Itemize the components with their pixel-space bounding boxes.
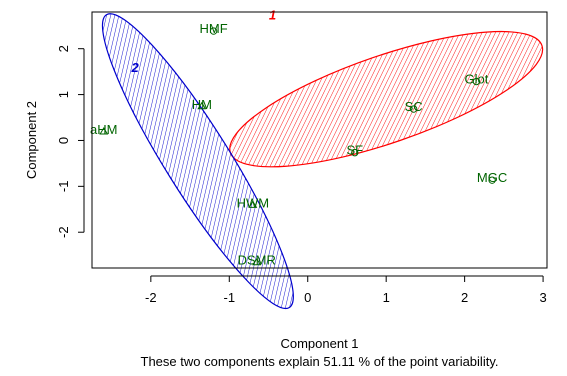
y-axis: -2 -1 0 1 2 xyxy=(56,45,85,238)
point-label: SF xyxy=(346,143,363,158)
point-marker xyxy=(488,176,496,184)
cluster-label-1: 1 xyxy=(269,7,276,22)
y-tick-label: -2 xyxy=(56,226,71,238)
cluster-ellipse-1 xyxy=(229,30,544,168)
clusters-layer: 12 xyxy=(101,7,544,310)
x-axis: -2 -1 0 1 2 3 xyxy=(145,275,547,305)
cluster-label-2: 2 xyxy=(131,60,140,75)
x-tick-label: 1 xyxy=(383,290,390,305)
data-point-mgc: MGC xyxy=(477,170,507,185)
point-label: HM xyxy=(192,97,212,112)
plot-frame xyxy=(91,11,548,269)
point-label: HMF xyxy=(200,21,228,36)
point-marker xyxy=(209,27,218,35)
point-marker xyxy=(197,101,207,110)
y-tick-label: 2 xyxy=(56,45,71,52)
x-tick-label: -1 xyxy=(224,290,236,305)
point-marker xyxy=(99,127,109,135)
y-tick-label: 1 xyxy=(56,91,71,98)
data-point-glot: Glot xyxy=(464,72,488,87)
point-label: Glot xyxy=(464,72,488,87)
point-marker xyxy=(472,77,481,86)
x-tick-label: 3 xyxy=(539,290,546,305)
point-label: HWM xyxy=(237,195,270,210)
data-point-sf: SF xyxy=(346,143,363,158)
x-tick-label: 0 xyxy=(304,290,311,305)
x-tick-label: 2 xyxy=(461,290,468,305)
point-label: SC xyxy=(405,99,423,114)
points-layer: HMF Glot SC SF MGC HM aHM HWM DSMR xyxy=(90,21,507,268)
point-label: aHM xyxy=(90,122,117,137)
y-tick-label: 0 xyxy=(56,137,71,144)
point-marker xyxy=(351,148,359,157)
data-point-dsmr: DSMR xyxy=(238,253,276,268)
point-marker xyxy=(248,200,258,208)
data-point-hwm: HWM xyxy=(237,195,270,210)
point-marker xyxy=(409,105,418,113)
y-axis-label: Component 2 xyxy=(24,101,39,179)
cluster-ellipse-2 xyxy=(101,13,294,310)
point-label: MGC xyxy=(477,170,507,185)
y-tick-label: -1 xyxy=(56,181,71,193)
point-marker xyxy=(252,257,262,266)
data-point-hm: HM xyxy=(192,97,212,112)
point-label: DSMR xyxy=(238,253,276,268)
chart-subtitle: These two components explain 51.11 % of … xyxy=(141,354,499,369)
data-point-ahm: aHM xyxy=(90,122,117,137)
data-point-sc: SC xyxy=(405,99,423,114)
x-axis-label: Component 1 xyxy=(280,336,358,351)
data-point-hmf: HMF xyxy=(200,21,228,36)
x-tick-label: -2 xyxy=(145,290,157,305)
